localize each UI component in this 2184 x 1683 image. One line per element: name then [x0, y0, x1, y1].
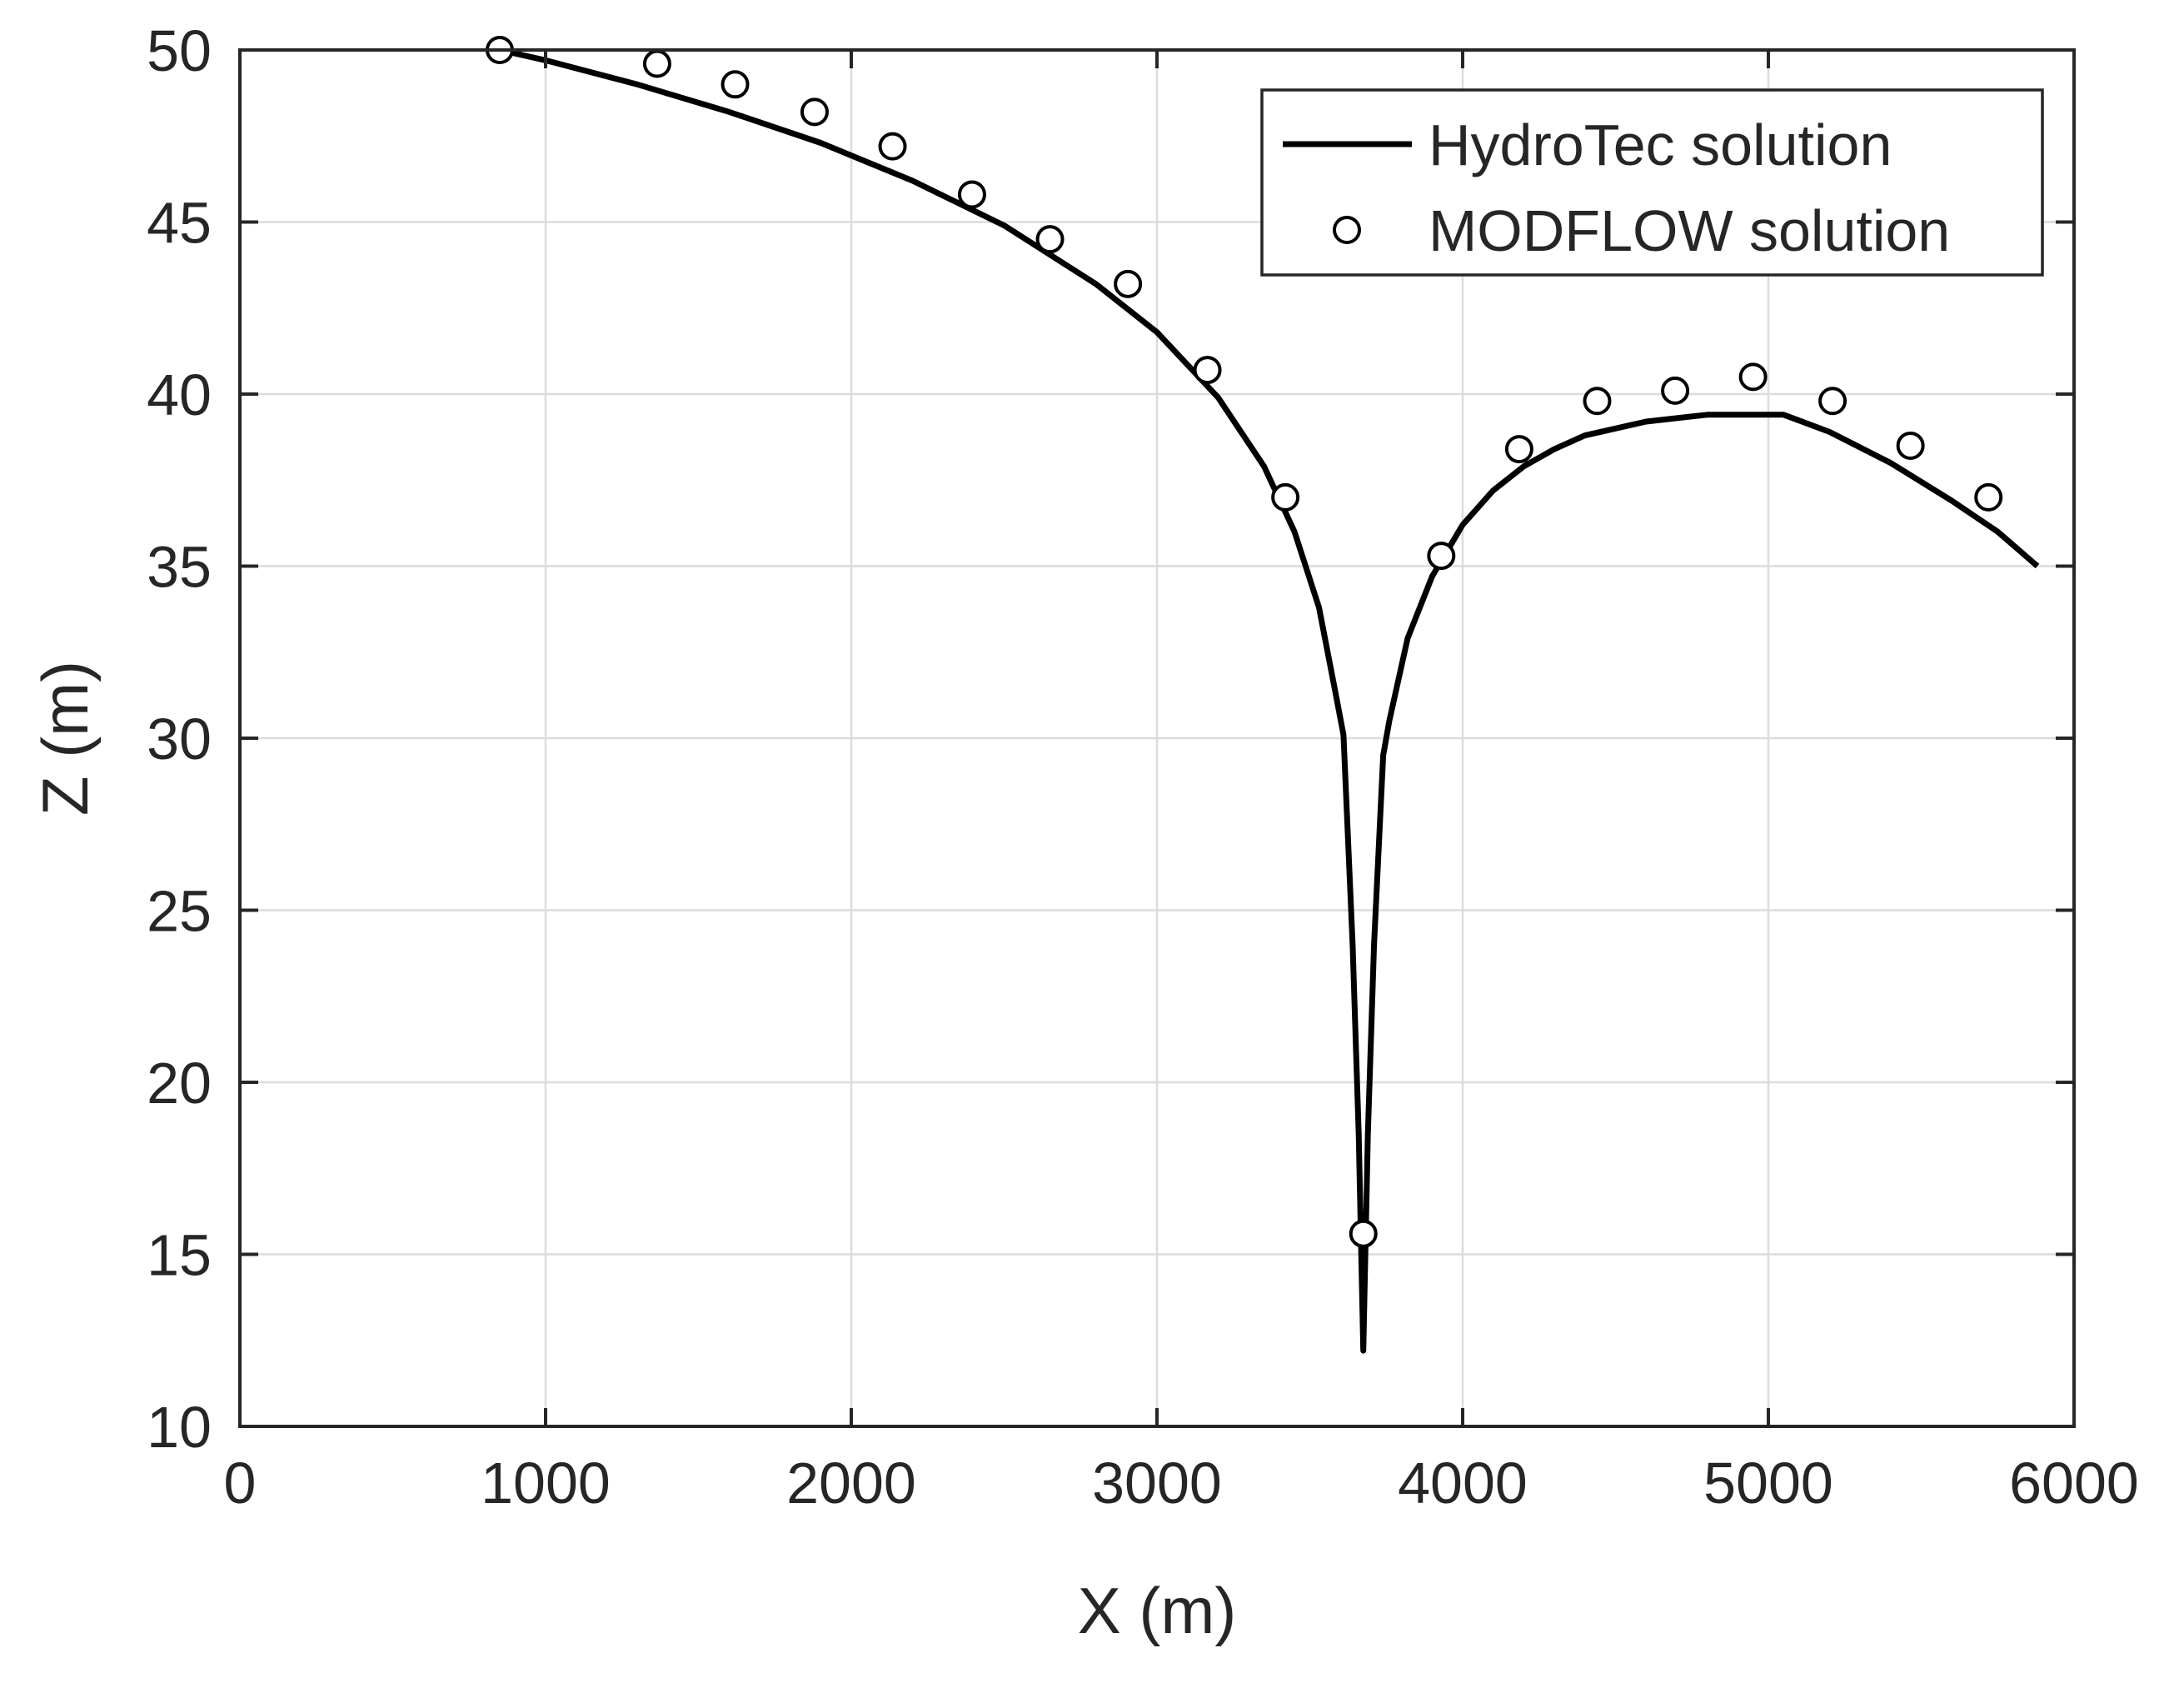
legend-label: HydroTec solution [1429, 112, 1892, 177]
y-axis-label: Z (m) [28, 661, 102, 816]
data-point-modflow [1818, 387, 1847, 416]
x-axis-label: X (m) [1078, 1574, 1237, 1647]
y-tick-label: 40 [147, 362, 212, 427]
data-point-modflow [1114, 269, 1143, 298]
y-tick-label: 15 [147, 1223, 212, 1288]
y-tick-label: 20 [147, 1051, 212, 1116]
data-point-modflow [878, 132, 907, 161]
x-tick-label: 3000 [1092, 1451, 1222, 1516]
x-tick-label: 6000 [2009, 1451, 2139, 1516]
data-point-modflow [800, 97, 829, 127]
legend-box [1260, 88, 2044, 277]
data-point-modflow [1896, 431, 1925, 460]
data-point-modflow [721, 70, 750, 99]
x-tick-label: 4000 [1398, 1451, 1528, 1516]
y-tick-label: 50 [147, 18, 212, 83]
data-point-modflow [1974, 482, 2003, 512]
data-point-modflow [1583, 387, 1612, 416]
y-tick-label: 30 [147, 707, 212, 772]
y-tick-label: 10 [147, 1395, 212, 1460]
data-point-modflow [957, 180, 986, 209]
x-tick-label: 2000 [786, 1451, 916, 1516]
plot-area [485, 36, 2040, 1354]
y-tick-label: 35 [147, 535, 212, 600]
data-point-modflow [1035, 225, 1065, 254]
data-point-modflow [1193, 356, 1222, 385]
data-point-modflow [1349, 1219, 1378, 1248]
legend: HydroTec solution MODFLOW solution [1260, 88, 2044, 277]
data-point-modflow [642, 49, 671, 78]
grid [240, 50, 2074, 1426]
series-line-hydrotec [499, 47, 2040, 1354]
data-point-modflow [1427, 542, 1456, 571]
y-tick-label: 25 [147, 879, 212, 944]
data-point-modflow [1738, 362, 1768, 392]
y-tick-label: 45 [147, 191, 212, 256]
data-point-modflow [1504, 435, 1533, 464]
axis-ticks: 0 1000 2000 3000 4000 5000 6000 10 15 20 25 30 35 40 4… [147, 18, 2139, 1516]
x-tick-label: 5000 [1703, 1451, 1833, 1516]
legend-label: MODFLOW solution [1429, 198, 1950, 263]
x-tick-label: 1000 [481, 1451, 611, 1516]
x-tick-label: 0 [224, 1451, 257, 1516]
legend-swatch-marker [1333, 216, 1361, 244]
data-point-modflow [1661, 376, 1690, 405]
data-point-modflow [1271, 482, 1300, 512]
